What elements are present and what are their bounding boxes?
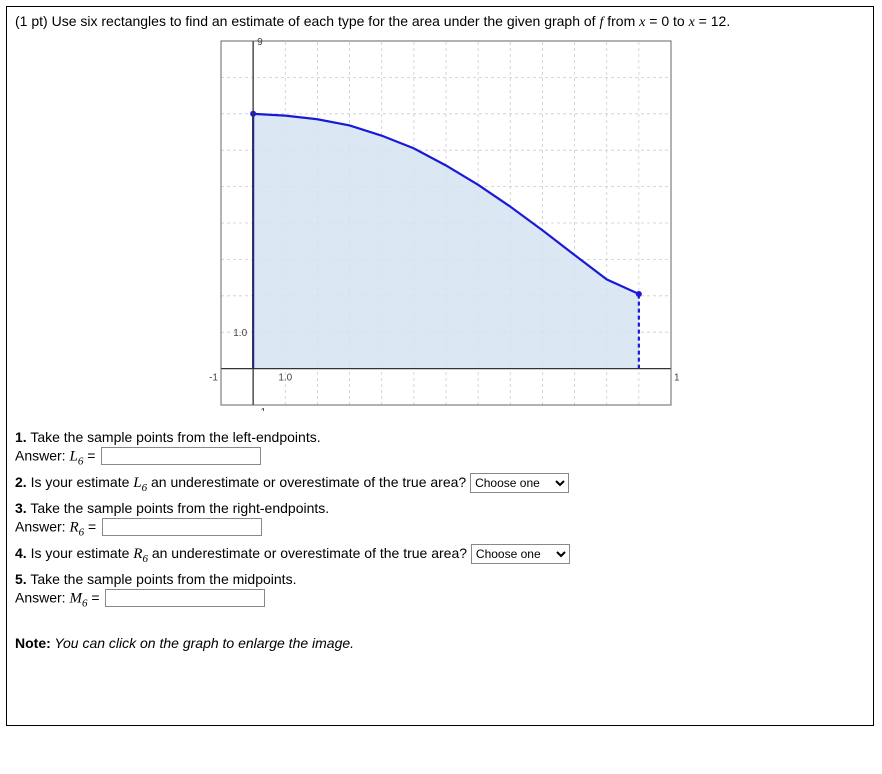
problem-box: (1 pt) Use six rectangles to find an est…: [6, 6, 874, 726]
q4-pre: Is your estimate: [27, 545, 134, 561]
prompt-text-1: Use six rectangles to find an estimate o…: [52, 13, 600, 29]
question-1: 1. Take the sample points from the left-…: [15, 429, 865, 445]
svg-text:1.0: 1.0: [278, 373, 292, 384]
prompt-from: from: [603, 13, 639, 29]
note-text: You can click on the graph to enlarge th…: [51, 635, 354, 651]
note: Note: You can click on the graph to enla…: [15, 635, 865, 651]
q3-text: Take the sample points from the right-en…: [27, 500, 329, 516]
r6-input[interactable]: [102, 518, 262, 536]
svg-text:-1: -1: [257, 407, 266, 411]
graph-container: -1 1.0 13 -1 1.0 9: [15, 35, 865, 411]
q5-text: Take the sample points from the midpoint…: [27, 571, 297, 587]
l6-input[interactable]: [101, 447, 261, 465]
prompt: (1 pt) Use six rectangles to find an est…: [15, 13, 865, 31]
svg-text:9: 9: [257, 37, 263, 48]
a3-eq: =: [84, 519, 100, 535]
a1-eq: =: [83, 448, 99, 464]
question-4: 4. Is your estimate R6 an underestimate …: [15, 544, 865, 565]
prompt-to: to: [669, 13, 688, 29]
a1-sym: L: [69, 449, 77, 465]
q4-num: 4.: [15, 545, 27, 561]
q3-num: 3.: [15, 500, 27, 516]
q1-text: Take the sample points from the left-end…: [27, 429, 321, 445]
question-3: 3. Take the sample points from the right…: [15, 500, 865, 516]
eq12: = 12.: [695, 13, 730, 29]
q2-pre: Is your estimate: [27, 474, 134, 490]
q1-num: 1.: [15, 429, 27, 445]
points: (1 pt): [15, 13, 52, 29]
q2-select[interactable]: Choose oneunderestimateoverestimate: [470, 473, 569, 493]
q2-post: an underestimate or overestimate of the …: [147, 474, 470, 490]
a5-sym: M: [69, 591, 82, 607]
a5-label: Answer:: [15, 590, 69, 606]
svg-text:13: 13: [674, 373, 679, 384]
a1-label: Answer:: [15, 448, 69, 464]
q2-sym: L: [133, 475, 141, 491]
question-5: 5. Take the sample points from the midpo…: [15, 571, 865, 587]
svg-text:-1: -1: [209, 373, 218, 384]
svg-text:1.0: 1.0: [233, 328, 247, 339]
graph[interactable]: -1 1.0 13 -1 1.0 9: [201, 35, 679, 411]
eq0: = 0: [645, 13, 669, 29]
a3-sym: R: [69, 520, 78, 536]
m6-input[interactable]: [105, 589, 265, 607]
a3-label: Answer:: [15, 519, 69, 535]
note-bold: Note:: [15, 635, 51, 651]
answer-3-row: Answer: R6 =: [15, 518, 865, 538]
answer-1-row: Answer: L6 =: [15, 447, 865, 467]
question-2: 2. Is your estimate L6 an underestimate …: [15, 473, 865, 494]
answer-5-row: Answer: M6 =: [15, 589, 865, 609]
q4-post: an underestimate or overestimate of the …: [148, 545, 471, 561]
a5-eq: =: [87, 590, 103, 606]
q2-num: 2.: [15, 474, 27, 490]
q5-num: 5.: [15, 571, 27, 587]
q4-select[interactable]: Choose oneunderestimateoverestimate: [471, 544, 570, 564]
